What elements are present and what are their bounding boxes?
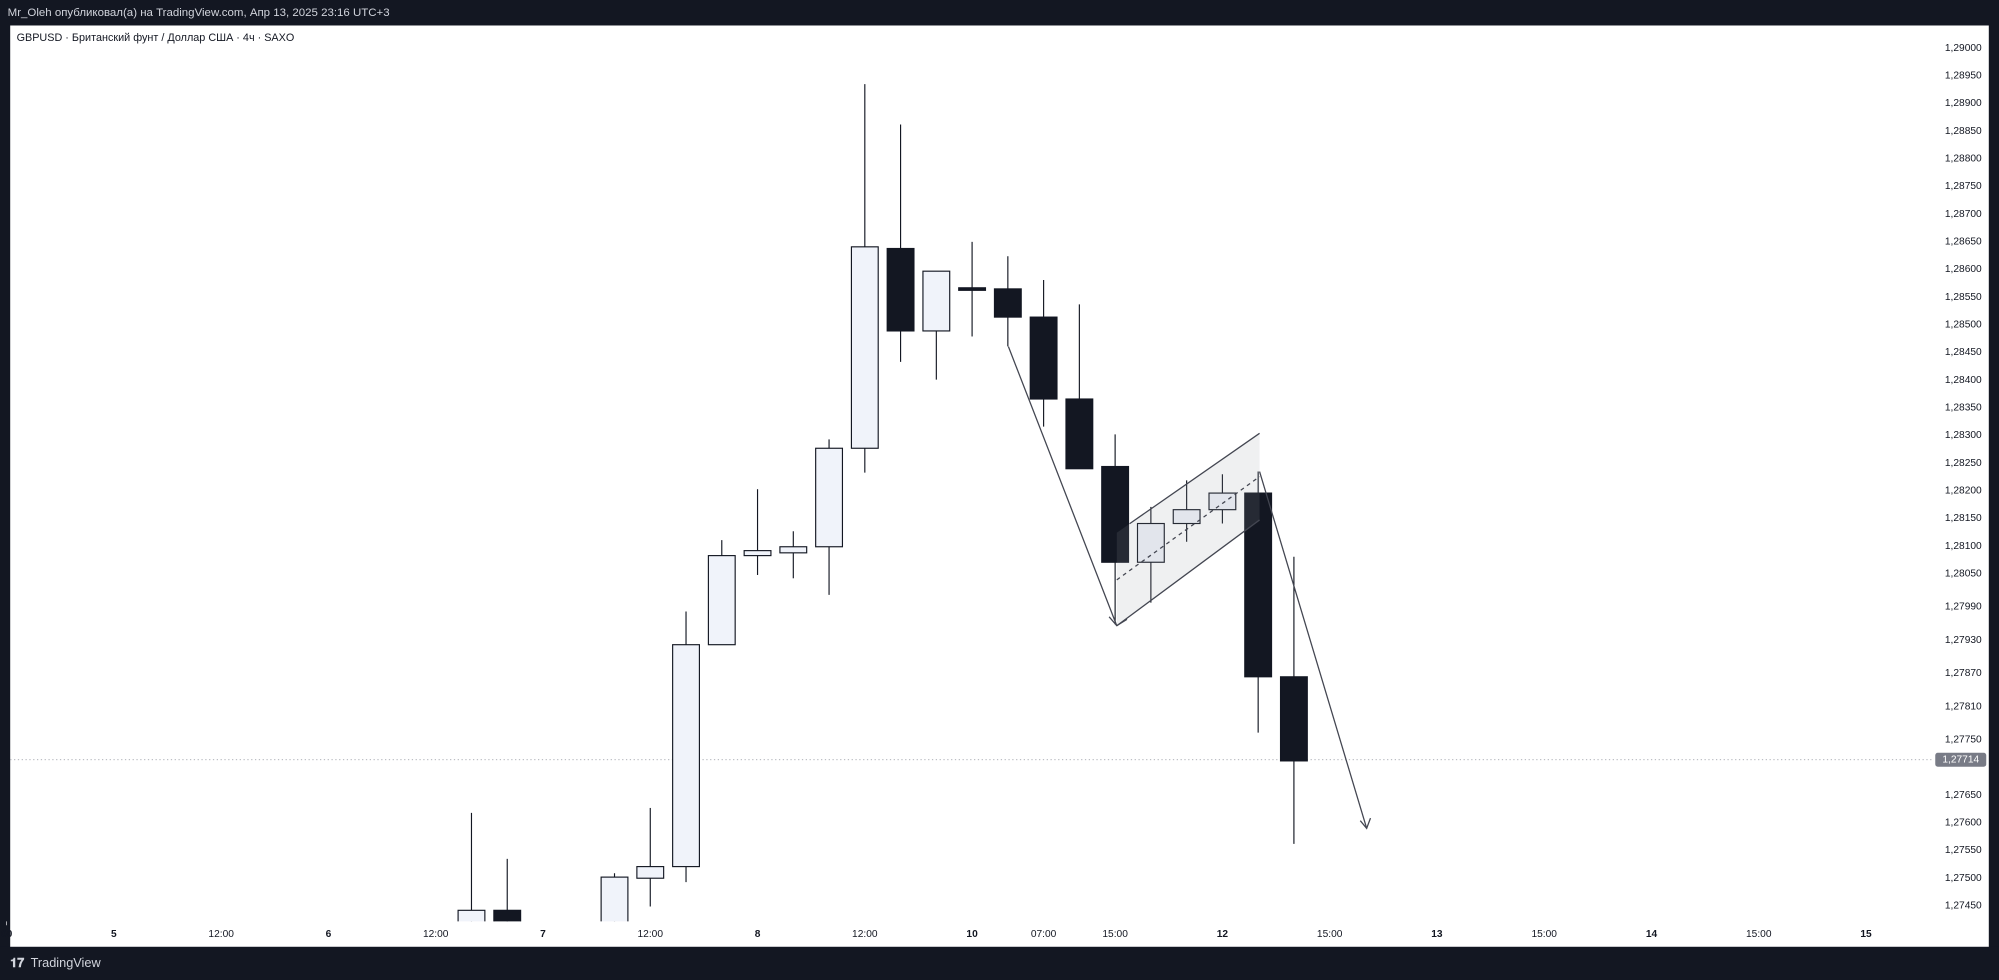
y-tick-label: 1,28950: [1945, 71, 1982, 82]
y-tick-label: 1,27930: [1945, 635, 1982, 646]
x-tick-label: 07:00: [1031, 929, 1057, 940]
candle-body: [1172, 509, 1201, 525]
y-tick-label: 1,28250: [1945, 458, 1982, 469]
x-tick-label: 15:00: [1531, 929, 1557, 940]
header-text: Mr_Oleh опубликовал(а) на TradingView.co…: [8, 7, 390, 19]
y-tick-label: 1,27450: [1945, 901, 1982, 912]
y-tick-label: 1,28350: [1945, 403, 1982, 414]
candle-body: [457, 909, 486, 922]
y-tick-label: 1,28300: [1945, 430, 1982, 441]
y-tick-label: 1,28200: [1945, 486, 1982, 497]
arrow-head: [1108, 616, 1128, 627]
trend-arrow: [1258, 471, 1368, 829]
x-tick-label: 6: [326, 929, 332, 940]
x-tick-label: 12:00: [638, 929, 664, 940]
logo-mark: 𝟏𝟕: [10, 955, 25, 970]
y-tick-label: 1,27650: [1945, 790, 1982, 801]
candle-body: [1065, 398, 1094, 470]
footer-bar: [0, 946, 1999, 980]
footer-brand: TradingView: [31, 955, 102, 970]
y-tick-label: 1,28850: [1945, 126, 1982, 137]
candle-body: [707, 555, 736, 646]
x-tick-label: 10: [966, 929, 978, 940]
x-tick-label: 13: [1431, 929, 1443, 940]
candle-body: [1279, 676, 1308, 762]
candle-body: [850, 246, 879, 449]
candle-body: [993, 288, 1022, 318]
y-tick-label: 1,28500: [1945, 320, 1982, 331]
candle-body: [493, 909, 522, 922]
y-tick-label: 1,28700: [1945, 209, 1982, 220]
x-tick-label: 12:00: [852, 929, 878, 940]
y-tick-label: 1,28450: [1945, 347, 1982, 358]
y-tick-label: 1,28900: [1945, 98, 1982, 109]
trend-line: [1007, 346, 1118, 626]
candle-body: [636, 866, 665, 879]
candle-body: [600, 876, 629, 922]
candle-body: [1029, 316, 1058, 400]
drawings: [1007, 346, 1372, 830]
y-tick-label: 1,27990: [1945, 602, 1982, 613]
channel-upper: [1129, 432, 1260, 525]
x-tick-label: 7: [540, 929, 546, 940]
x-tick-label: 15:00: [1746, 929, 1772, 940]
x-tick-label: 00: [1, 929, 13, 940]
candle-body: [672, 644, 700, 868]
last-price-box: [1935, 752, 1987, 767]
x-tick-label: 12:00: [208, 929, 234, 940]
candle-body: [886, 247, 915, 332]
x-tick-label: 15:00: [1317, 929, 1343, 940]
x-tick-label: 15: [1860, 929, 1872, 940]
candle-body: [815, 447, 844, 548]
axes: 1,29000 1,28950 1,28900 1,28850 1,28800 1,287…: [1, 43, 1987, 940]
y-tick-label: 1,29000: [1945, 43, 1982, 54]
y-tick-label: 1,28100: [1945, 541, 1982, 552]
chart-title: GBPUSD · Британский фунт / Доллар США · …: [17, 32, 295, 44]
last-price-label: 1,27714: [1942, 754, 1979, 765]
y-tick-label: 1,28750: [1945, 181, 1982, 192]
candle-body: [743, 550, 772, 557]
x-tick-label: 12: [1217, 929, 1229, 940]
candle-body: [1244, 492, 1273, 678]
y-tick-label: 1,27550: [1945, 845, 1982, 856]
candle-body: [779, 546, 808, 554]
candle-body: [1101, 465, 1130, 563]
y-tick-label: 1,28050: [1945, 569, 1982, 580]
y-tick-label: 1,27600: [1945, 818, 1982, 829]
x-tick-label: 14: [1646, 929, 1658, 940]
y-tick-label: 1,28650: [1945, 237, 1982, 248]
y-tick-label: 1,28800: [1945, 154, 1982, 165]
y-tick-label: 1,28600: [1945, 264, 1982, 275]
arrow-head: [1359, 817, 1372, 830]
y-tick-label: 1,27870: [1945, 668, 1982, 679]
x-tick-label: 15:00: [1102, 929, 1128, 940]
y-tick-label: 1,27810: [1945, 701, 1982, 712]
candle-body: [1208, 492, 1237, 511]
plot: [457, 84, 1308, 922]
channel-mid: [1116, 476, 1260, 581]
candle-body: [922, 270, 951, 332]
channel-lower: [1116, 519, 1260, 627]
y-tick-label: 1,27750: [1945, 735, 1982, 746]
channel-fill: [1116, 433, 1260, 626]
y-tick-label: 1,27500: [1945, 873, 1982, 884]
x-tick-label: 8: [755, 929, 761, 940]
candle-body: [958, 287, 987, 291]
y-tick-label: 1,28550: [1945, 292, 1982, 303]
y-tick-label: 1,28150: [1945, 513, 1982, 524]
chart-area: [10, 25, 1989, 947]
x-tick-label: 12:00: [423, 929, 449, 940]
y-tick-label: 1,28400: [1945, 375, 1982, 386]
x-tick-label: 5: [111, 929, 117, 940]
